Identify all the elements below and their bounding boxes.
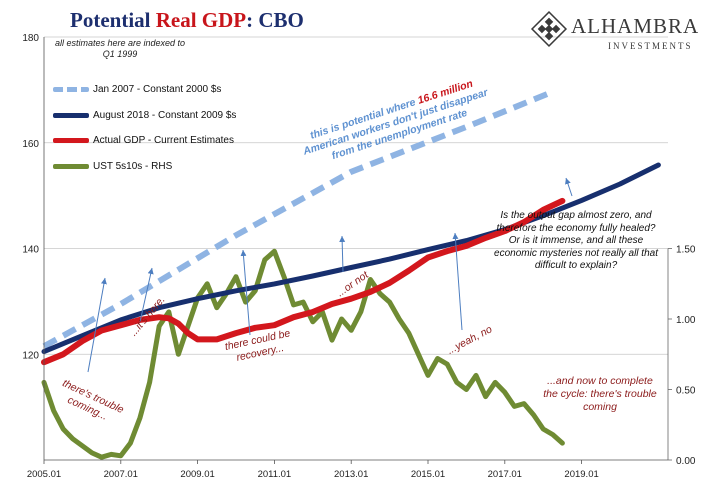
x-tick-label: 2017.01 <box>488 469 522 480</box>
axes: 120 140 160 180 0.00 0.50 1.00 1.50 2005.01 2007.… <box>22 33 696 480</box>
annotation-complete-cycle: ...and now to complete the cycle: there'… <box>543 375 657 414</box>
y2-tick-label: 1.00 <box>676 315 696 326</box>
y2-tick-label: 0.00 <box>676 456 696 467</box>
legend-label-jan2007: Jan 2007 - Constant 2000 $s <box>93 84 222 96</box>
legend-label-actual: Actual GDP - Current Estimates <box>93 135 234 147</box>
logo-name: ALHAMBRA <box>571 14 700 38</box>
series-lines <box>41 91 661 460</box>
annotation-arrow <box>87 277 107 373</box>
annotation-output-gap: Is the output gap almost zero, and there… <box>494 210 658 271</box>
gridlines <box>44 36 668 355</box>
x-tick-label: 2013.01 <box>334 469 368 480</box>
y-tick-label: 120 <box>22 350 39 361</box>
y2-tick-label: 1.50 <box>676 245 696 256</box>
legend-swatch-jan2007 <box>53 87 89 93</box>
y-tick-label: 180 <box>22 33 39 44</box>
x-tick-label: 2019.01 <box>564 469 598 480</box>
y2-tick-label: 0.50 <box>676 386 696 397</box>
y-tick-label: 160 <box>22 139 39 150</box>
title-part-cbo: : CBO <box>246 8 304 32</box>
logo-subtitle: INVESTMENTS <box>608 41 693 51</box>
legend-item-aug2018: August 2018 - Constant 2009 $s <box>53 103 236 129</box>
legend-label-ust: UST 5s10s - RHS <box>93 160 173 172</box>
annotation-arrow <box>339 235 346 273</box>
x-tick-label: 2007.01 <box>104 469 138 480</box>
x-tick-label: 2009.01 <box>180 469 214 480</box>
series-line-jan2007 <box>42 91 549 349</box>
x-tick-label: 2005.01 <box>27 469 61 480</box>
legend-swatch-aug2018 <box>53 112 89 118</box>
annotation-arrow <box>452 232 463 331</box>
legend-item-jan2007: Jan 2007 - Constant 2000 $s <box>53 77 236 103</box>
alhambra-logo: ALHAMBRA INVESTMENTS <box>530 10 705 51</box>
legend-item-actual: Actual GDP - Current Estimates <box>53 128 236 154</box>
legend: Jan 2007 - Constant 2000 $s August 2018 … <box>53 77 236 179</box>
index-note: all estimates here are indexed to Q1 199… <box>54 38 186 60</box>
y-tick-label: 140 <box>22 245 39 256</box>
annotation-arrow <box>565 177 573 197</box>
series-line-actual-gdp <box>41 197 566 366</box>
legend-swatch-ust <box>53 163 89 169</box>
x-tick-label: 2015.01 <box>411 469 445 480</box>
series-line-aug2018 <box>41 162 661 355</box>
legend-item-ust: UST 5s10s - RHS <box>53 154 236 180</box>
legend-swatch-actual <box>53 138 89 144</box>
alhambra-diamond-icon <box>530 10 568 48</box>
legend-label-aug2018: August 2018 - Constant 2009 $s <box>93 109 237 121</box>
annotation-arrows <box>87 177 573 373</box>
title-part-potential: Potential <box>70 8 151 32</box>
chart-title: Potential Real GDP: CBO <box>70 8 304 33</box>
x-tick-label: 2011.01 <box>258 469 292 480</box>
title-part-real-gdp: Real GDP <box>155 8 247 32</box>
annotation-arrow <box>240 249 251 336</box>
series-line-ust-5s10s <box>41 248 565 460</box>
annotation-arrow <box>139 267 154 323</box>
